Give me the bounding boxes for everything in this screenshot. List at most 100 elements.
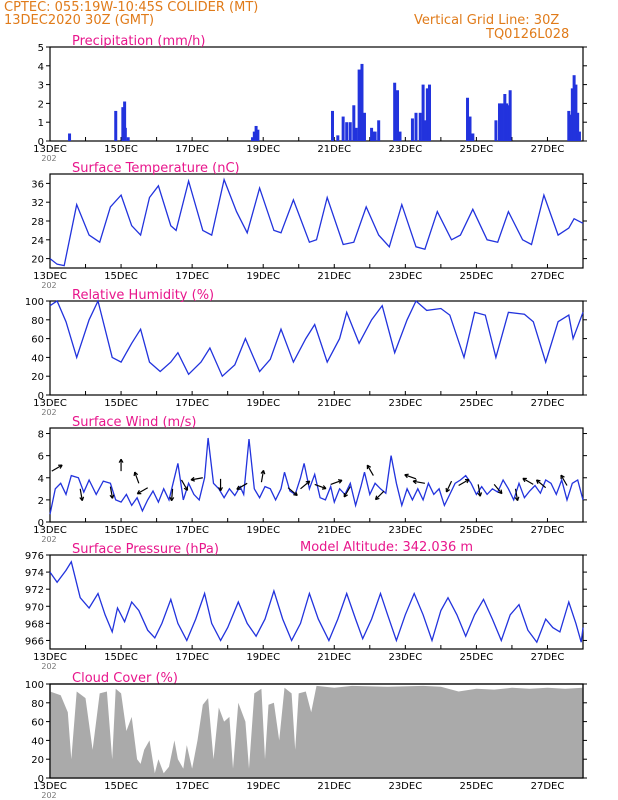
wind-arrow-head [497, 489, 503, 495]
precip-bar [570, 88, 574, 141]
pressure-xtick-label: 19DEC [246, 652, 280, 663]
precip-bar [341, 116, 345, 141]
humidity-line [49, 299, 584, 378]
precip-bar [506, 105, 510, 141]
wind-xtick-label: 15DEC [104, 525, 138, 536]
humidity-ytick-label: 60 [31, 335, 44, 346]
wind-direction-arrow [287, 487, 298, 497]
temperature-xtick-label: 23DEC [388, 271, 422, 282]
temperature-panel: 20 24 28 32 36 13DEC 15DEC 17DEC 19DEC 21DEC 23DEC… [31, 161, 587, 290]
precip-bar [574, 84, 578, 141]
temperature-line [49, 177, 584, 267]
temperature-ytick-label: 36 [31, 179, 44, 190]
wind-direction-arrow [218, 478, 224, 492]
wind-xtick-label: 21DEC [317, 525, 351, 536]
wind-xtick-label: 13DEC [33, 525, 67, 536]
wind-arrow-shaft [137, 487, 149, 495]
humidity-ytick-label: 80 [31, 316, 44, 327]
cloud-cover-ytick-label: 60 [31, 718, 44, 729]
humidity-xtick-label: 25DEC [460, 398, 494, 409]
cloud-cover-panel: 0 20 40 60 80 100 13DEC 15DEC 17DEC 19DEC 21DEC 23D… [25, 671, 587, 800]
precipitation-xtick-label: 17DEC [175, 144, 209, 155]
wind-ytick-label: 8 [38, 430, 44, 441]
precipitation-xtick-label: 19DEC [246, 144, 280, 155]
wind-arrow-shaft [445, 480, 453, 493]
pressure-ytick-label: 968 [25, 619, 44, 630]
wind-arrow-shaft [493, 484, 503, 494]
wind-direction-arrow [180, 479, 189, 491]
wind-arrow-head [374, 495, 380, 501]
humidity-year-fragment: 202 [41, 408, 56, 417]
wind-arrow-head [477, 492, 483, 497]
wind-direction-arrow [445, 480, 453, 493]
wind-arrow-head [366, 464, 372, 470]
wind-direction-arrow [493, 484, 503, 495]
precipitation-ytick-label: 3 [38, 81, 44, 92]
temperature-xtick-label: 15DEC [104, 271, 138, 282]
humidity-xtick-label: 23DEC [388, 398, 422, 409]
wind-direction-arrow [260, 469, 266, 483]
wind-direction-arrow [236, 482, 248, 490]
humidity-ytick-label: 0 [38, 391, 44, 402]
precip-bar [357, 69, 361, 141]
header-run-time: 13DEC2020 30Z (GMT) [4, 13, 154, 28]
wind-arrow-head [183, 486, 189, 491]
pressure-xtick-label: 23DEC [388, 652, 422, 663]
wind-arrow-head [535, 479, 541, 484]
wind-arrow-shaft [79, 488, 83, 501]
wind-direction-arrow [136, 487, 149, 495]
precip-bar [396, 90, 400, 141]
wind-direction-arrow [404, 473, 417, 480]
precipitation-ytick-label: 1 [38, 118, 44, 129]
precip-bar [569, 114, 573, 141]
temperature-title: Surface Temperature (nC) [72, 161, 240, 176]
precip-bar [362, 112, 366, 141]
wind-arrow-head [133, 471, 139, 477]
wind-direction-arrow [79, 488, 85, 502]
temperature-xtick-label: 27DEC [531, 271, 565, 282]
wind-arrow-shaft [51, 464, 63, 472]
wind-arrow-head [109, 494, 115, 499]
pressure-ytick-label: 976 [25, 551, 44, 562]
temperature-ytick-label: 24 [31, 236, 44, 247]
wind-ytick-label: 0 [38, 518, 44, 529]
cloud-cover-ytick-label: 0 [38, 774, 44, 785]
temperature-xtick-label: 13DEC [33, 271, 67, 282]
precipitation-panel: 0 1 2 3 4 5 13DEC 15DEC 17DEC 19DEC 21DEC 23DEC 25DE… [33, 34, 587, 163]
wind-arrow-shaft [236, 482, 248, 490]
precip-bar [348, 122, 352, 141]
precip-bar [126, 137, 130, 141]
wind-arrow-head [260, 469, 266, 475]
pressure-xtick-label: 17DEC [175, 652, 209, 663]
wind-direction-arrow [51, 464, 63, 472]
humidity-xtick-label: 13DEC [33, 398, 67, 409]
precip-bar [252, 131, 256, 141]
pressure-xtick-label: 15DEC [104, 652, 138, 663]
cloud-cover-xtick-label: 27DEC [531, 781, 565, 792]
cloud-cover-xtick-label: 23DEC [388, 781, 422, 792]
wind-direction-arrow [118, 458, 124, 472]
humidity-xtick-label: 17DEC [175, 398, 209, 409]
wind-arrow-head [79, 496, 85, 502]
precipitation-ytick-label: 5 [38, 43, 44, 54]
temperature-xtick-label: 19DEC [246, 271, 280, 282]
wind-arrow-head [465, 478, 470, 484]
wind-arrow-shaft [343, 486, 351, 498]
wind-arrow-shaft [180, 479, 188, 491]
wind-direction-arrow [330, 479, 343, 485]
wind-direction-arrow [109, 486, 115, 499]
precip-bar [377, 120, 381, 141]
humidity-ytick-label: 40 [31, 353, 44, 364]
temperature-xtick-label: 17DEC [175, 271, 209, 282]
cloud-cover-frame-top [49, 683, 584, 779]
humidity-ytick-label: 100 [25, 297, 44, 308]
wind-arrow-head [445, 487, 451, 493]
precip-bar [572, 75, 576, 141]
wind-arrow-head [522, 477, 527, 483]
precip-bar [466, 97, 470, 141]
precipitation-xtick-label: 21DEC [317, 144, 351, 155]
humidity-xtick-label: 27DEC [531, 398, 565, 409]
model-altitude: Model Altitude: 342.036 m [300, 540, 473, 555]
pressure-xtick-label: 13DEC [33, 652, 67, 663]
